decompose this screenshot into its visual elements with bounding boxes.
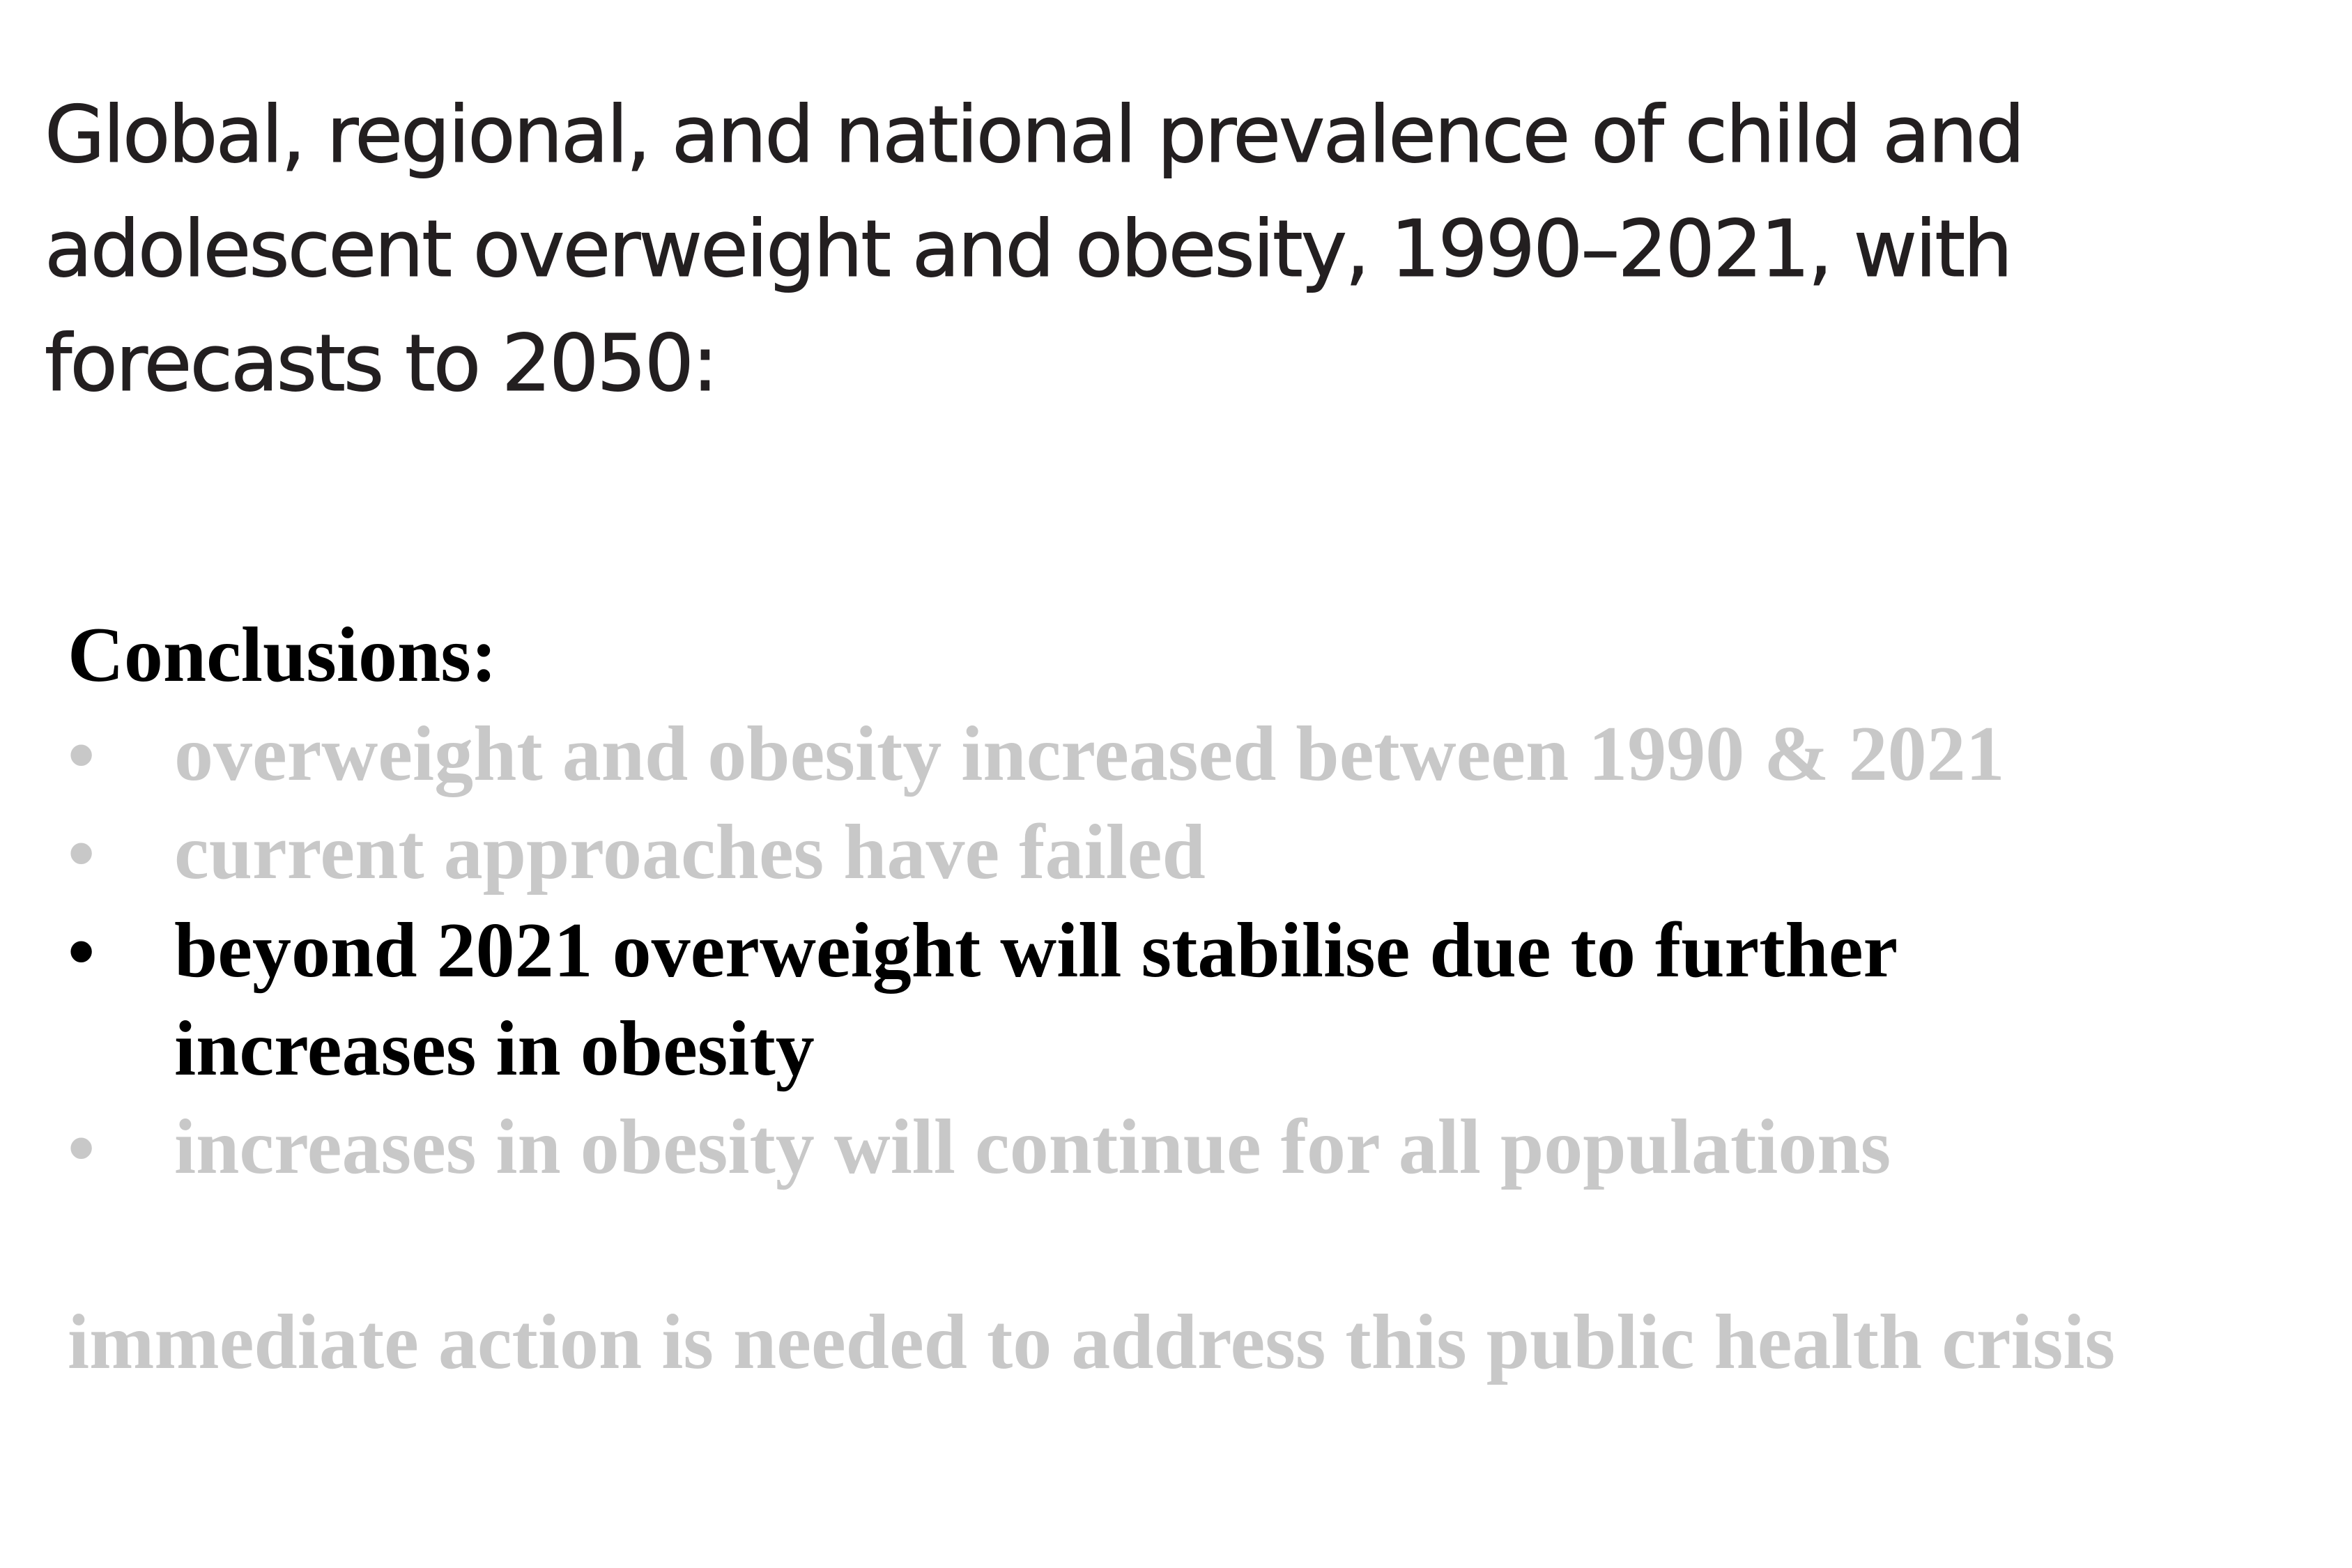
bullet-marker: • xyxy=(68,711,95,798)
conclusion-item-increased: • overweight and obesity increased betwe… xyxy=(68,705,2298,804)
conclusion-item-continue: • increases in obesity will continue for… xyxy=(68,1098,2298,1197)
title-line-3: forecasts to 2050: xyxy=(45,318,719,410)
conclusion-text: increases in obesity will continue for a… xyxy=(174,1104,1891,1190)
title-line-1: Global, regional, and national prevalenc… xyxy=(45,90,2026,181)
conclusion-text-line-1: beyond 2021 overweight will stabilise du… xyxy=(174,907,1898,994)
conclusions-heading: Conclusions: xyxy=(68,612,498,698)
title-line-2: adolescent overweight and obesity, 1990–… xyxy=(45,204,2013,295)
closing-statement: immediate action is needed to address th… xyxy=(68,1299,2116,1385)
bullet-marker: • xyxy=(68,809,95,896)
conclusion-text-line-2: increases in obesity xyxy=(174,1006,815,1092)
conclusion-text: overweight and obesity increased between… xyxy=(174,711,2005,797)
conclusion-item-failed: • current approaches have failed xyxy=(68,804,2298,902)
conclusion-item-stabilise: • beyond 2021 overweight will stabilise … xyxy=(68,902,2298,1098)
conclusion-text: current approaches have failed xyxy=(174,809,1206,896)
slide-title: Global, regional, and national prevalenc… xyxy=(45,78,2066,421)
bullet-marker: • xyxy=(68,907,95,994)
bullet-marker: • xyxy=(68,1104,95,1191)
